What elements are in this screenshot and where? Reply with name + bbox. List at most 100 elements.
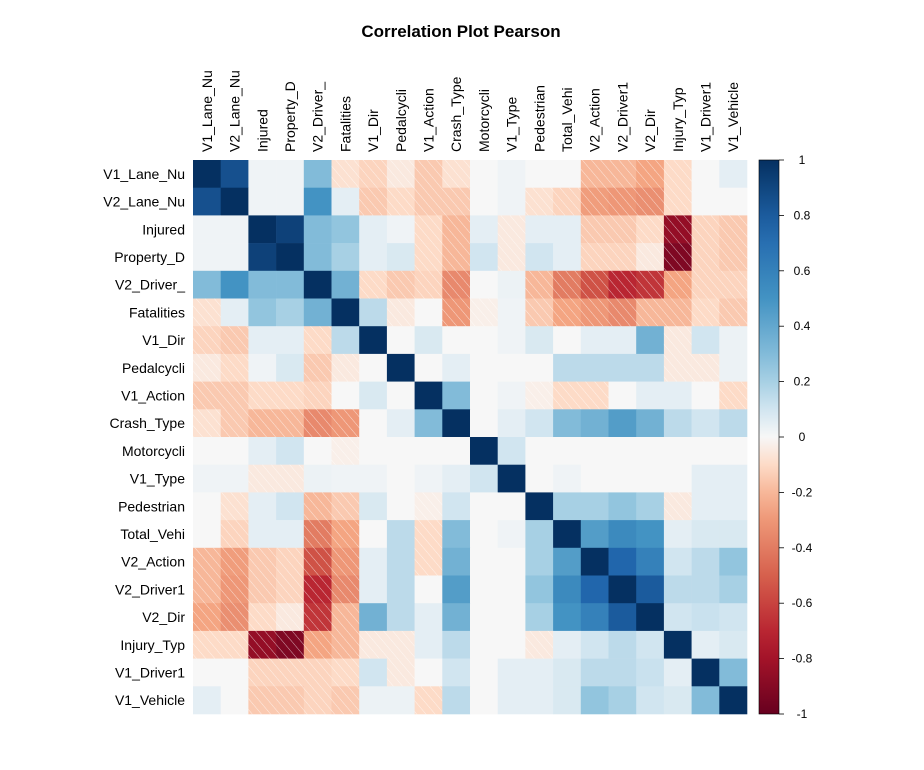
heatmap-cell	[386, 464, 415, 493]
heatmap-cell	[691, 381, 720, 410]
row-label: Pedestrian	[118, 498, 185, 514]
negative-hatch-overlay	[193, 409, 221, 438]
heatmap-cell	[470, 520, 498, 549]
heatmap-cell	[220, 270, 249, 299]
heatmap-cell	[580, 353, 609, 382]
legend-tick-label: 1	[799, 153, 806, 167]
heatmap-cell	[470, 270, 498, 299]
heatmap-cell	[636, 630, 665, 659]
heatmap-cell	[663, 603, 692, 632]
negative-hatch-overlay	[331, 686, 360, 715]
negative-hatch-overlay	[331, 603, 360, 632]
heatmap-cell	[470, 409, 498, 438]
heatmap-cell	[497, 270, 526, 299]
row-label: V1_Type	[130, 471, 185, 487]
negative-hatch-overlay	[525, 298, 554, 327]
heatmap-cell	[719, 437, 748, 465]
heatmap-cell	[525, 658, 554, 687]
heatmap-cell	[193, 243, 221, 272]
heatmap-cell	[359, 353, 388, 382]
heatmap-cell	[608, 409, 637, 438]
negative-hatch-overlay	[414, 215, 443, 244]
heatmap-cell	[442, 326, 471, 355]
heatmap-cell	[331, 326, 360, 355]
heatmap-cell	[470, 215, 498, 244]
negative-hatch-overlay	[248, 464, 277, 493]
heatmap-cell	[691, 464, 720, 493]
heatmap-cell	[608, 547, 637, 576]
row-label: Pedalcycli	[122, 360, 185, 376]
row-label: V1_Action	[121, 387, 185, 403]
legend-tick-label: -1	[797, 707, 808, 721]
heatmap-cell	[386, 381, 415, 410]
heatmap-cell	[386, 437, 415, 465]
heatmap-cell	[497, 464, 526, 493]
heatmap-cell	[331, 187, 360, 216]
heatmap-cell	[691, 547, 720, 576]
heatmap-cell	[663, 381, 692, 410]
heatmap-cell	[248, 243, 277, 272]
heatmap-cell	[608, 520, 637, 549]
heatmap-cell	[470, 353, 498, 382]
heatmap-cell	[331, 243, 360, 272]
heatmap-cell	[386, 409, 415, 438]
negative-hatch-overlay	[386, 160, 415, 188]
column-label: Fatalities	[337, 96, 353, 152]
heatmap-cell	[303, 270, 332, 299]
legend-ticks: 1 0.8 0.6 0.4 0.2 0 -0.2 -0.4 -0.6 -0.8 -1	[779, 153, 813, 721]
negative-hatch-overlay	[220, 492, 249, 521]
heatmap-cell	[442, 630, 471, 659]
heatmap-cell	[608, 603, 637, 632]
heatmap-cell	[525, 409, 554, 438]
heatmap-cell	[497, 298, 526, 327]
negative-hatch-overlay	[248, 381, 277, 410]
negative-hatch-overlay	[580, 381, 609, 410]
negative-hatch-overlay	[276, 575, 305, 604]
heatmap-cell	[386, 547, 415, 576]
column-label: V1_Vehicle	[725, 82, 741, 152]
negative-hatch-overlay	[331, 492, 360, 521]
heatmap-cell	[636, 381, 665, 410]
heatmap-cell	[359, 658, 388, 687]
negative-hatch-overlay	[553, 298, 582, 327]
heatmap-cell	[553, 409, 582, 438]
heatmap-cell	[470, 326, 498, 355]
heatmap-cell	[719, 520, 748, 549]
row-label: V2_Driver1	[115, 581, 185, 597]
negative-hatch-overlay	[331, 409, 360, 438]
color-legend: 1 0.8 0.6 0.4 0.2 0 -0.2 -0.4 -0.6 -0.8 -1	[758, 153, 813, 721]
negative-hatch-overlay	[414, 686, 443, 715]
row-label: V2_Action	[121, 554, 185, 570]
heatmap-cell	[470, 381, 498, 410]
heatmap-cell	[553, 686, 582, 715]
negative-hatch-overlay	[636, 160, 665, 188]
heatmap-cell	[359, 686, 388, 715]
negative-hatch-overlay	[276, 658, 305, 687]
column-label: Injury_Typ	[670, 87, 686, 152]
negative-hatch-overlay	[442, 270, 471, 299]
heatmap-cell	[386, 686, 415, 715]
negative-hatch-overlay	[414, 187, 443, 216]
heatmap-cell	[276, 187, 305, 216]
heatmap-cell	[248, 160, 277, 188]
heatmap-cell	[470, 437, 498, 465]
row-label: V2_Lane_Nu	[103, 194, 185, 210]
negative-hatch-overlay	[276, 547, 305, 576]
heatmap-cell	[414, 658, 443, 687]
heatmap-cell	[276, 298, 305, 327]
column-labels: V1_Lane_Nu V2_Lane_Nu Injured Property_D V2_…	[199, 70, 741, 152]
heatmap-cell	[525, 686, 554, 715]
heatmap-cell	[497, 575, 526, 604]
heatmap-cell	[719, 575, 748, 604]
negative-hatch-overlay	[193, 547, 221, 576]
negative-hatch-overlay	[248, 603, 277, 632]
negative-hatch-overlay	[636, 298, 665, 327]
legend-tick-label: 0.4	[794, 319, 811, 333]
heatmap-cell	[359, 575, 388, 604]
negative-hatch-overlay	[248, 658, 277, 687]
negative-hatch-overlay	[608, 160, 637, 188]
heatmap-cell	[386, 353, 415, 382]
heatmap-cell	[636, 492, 665, 521]
heatmap-cell	[719, 353, 748, 382]
